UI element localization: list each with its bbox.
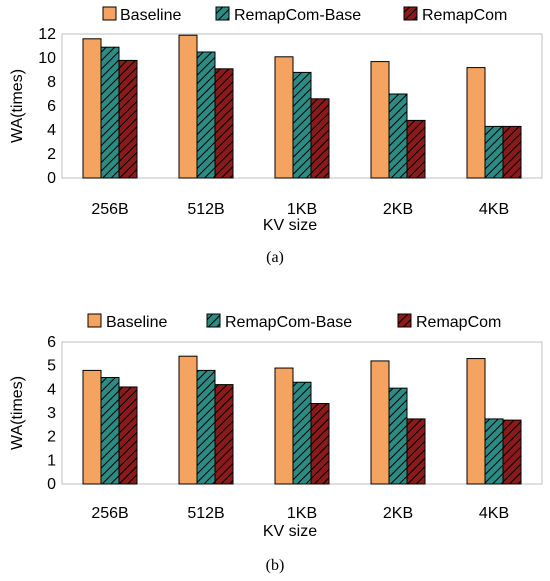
bar-baseline-4kb bbox=[466, 358, 486, 485]
legend-item-remapcom: RemapCom bbox=[397, 313, 501, 331]
bar-baseline-256b bbox=[82, 38, 102, 179]
legend-swatch bbox=[403, 6, 418, 21]
legend-item-baseline: Baseline bbox=[87, 313, 167, 331]
bar-remapcom-4kb bbox=[502, 419, 522, 485]
x-tick-label: 256B bbox=[91, 505, 128, 522]
bar-remapcom-base-512b bbox=[196, 51, 216, 179]
bar-remapcom-base-4kb bbox=[484, 418, 504, 485]
y-tick-label: 1 bbox=[47, 452, 56, 469]
bar-remapcom-base-2kb bbox=[388, 387, 408, 485]
bar-baseline-1kb bbox=[274, 367, 294, 485]
chart-panel-a: 0 2 4 6 8 10 12 WA(times) 256B 512B 1KB 2KB 4KB KV si… bbox=[9, 6, 543, 266]
y-tick-label: 0 bbox=[47, 476, 56, 493]
bar-remapcom-base-1kb bbox=[292, 381, 312, 485]
y-tick-label: 6 bbox=[47, 334, 56, 351]
y-tick-label: 4 bbox=[47, 381, 56, 398]
legend-swatch bbox=[397, 313, 412, 328]
legend-item-baseline: Baseline bbox=[102, 6, 181, 24]
x-tick-label: 512B bbox=[187, 505, 224, 522]
legend-label: RemapCom bbox=[422, 7, 507, 24]
bar-remapcom-4kb bbox=[502, 125, 522, 179]
x-tick-label: 512B bbox=[187, 201, 224, 218]
legend-swatch bbox=[87, 313, 102, 328]
bar-remapcom-1kb bbox=[310, 98, 330, 179]
legend-item-remapcom-base: RemapCom-Base bbox=[206, 313, 352, 331]
bar-baseline-2kb bbox=[370, 360, 390, 485]
y-tick-label: 0 bbox=[47, 170, 56, 187]
x-tick-label: 4KB bbox=[479, 505, 509, 522]
legend-label: Baseline bbox=[106, 314, 167, 331]
y-axis-title: WA(times) bbox=[9, 69, 26, 143]
x-tick-label: 1KB bbox=[287, 505, 317, 522]
bar-remapcom-base-512b bbox=[196, 369, 216, 485]
x-tick-label: 2KB bbox=[383, 505, 413, 522]
bar-baseline-512b bbox=[178, 34, 198, 179]
x-axis-title: KV size bbox=[263, 523, 317, 540]
bar-baseline-1kb bbox=[274, 56, 294, 179]
legend-item-remapcom-base: RemapCom-Base bbox=[215, 6, 361, 24]
bar-remapcom-256b bbox=[118, 59, 138, 179]
chart-panel-b: 0 1 2 3 4 5 6 WA(times) 256B 512B 1KB 2KB 4KB KV size… bbox=[9, 313, 543, 574]
y-tick-label: 8 bbox=[47, 74, 56, 91]
y-tick-label: 2 bbox=[47, 146, 56, 163]
legend-swatch bbox=[206, 313, 221, 328]
x-tick-label: 4KB bbox=[479, 201, 509, 218]
x-axis-title: KV size bbox=[263, 217, 317, 234]
bar-remapcom-base-2kb bbox=[388, 93, 408, 179]
bar-baseline-4kb bbox=[466, 67, 486, 179]
bar-remapcom-base-256b bbox=[100, 377, 120, 485]
x-tick-label: 2KB bbox=[383, 201, 413, 218]
bar-remapcom-256b bbox=[118, 386, 138, 485]
legend-item-remapcom: RemapCom bbox=[403, 6, 507, 24]
legend-swatch bbox=[102, 6, 117, 21]
y-tick-label: 2 bbox=[47, 429, 56, 446]
bar-baseline-256b bbox=[82, 369, 102, 485]
y-tick-label: 4 bbox=[47, 122, 56, 139]
bar-remapcom-base-256b bbox=[100, 46, 120, 179]
y-tick-label: 10 bbox=[38, 50, 56, 67]
y-axis-title: WA(times) bbox=[9, 376, 26, 450]
y-tick-label: 3 bbox=[47, 405, 56, 422]
y-tick-label: 5 bbox=[47, 358, 56, 375]
bar-remapcom-2kb bbox=[406, 119, 426, 179]
bar-remapcom-512b bbox=[214, 384, 234, 485]
bar-baseline-2kb bbox=[370, 61, 390, 179]
legend-label: RemapCom-Base bbox=[234, 7, 361, 24]
bar-remapcom-2kb bbox=[406, 418, 426, 485]
bar-remapcom-512b bbox=[214, 68, 234, 179]
legend-label: Baseline bbox=[120, 7, 181, 24]
x-tick-label: 1KB bbox=[287, 201, 317, 218]
bar-remapcom-1kb bbox=[310, 403, 330, 485]
legend-swatch bbox=[215, 6, 230, 21]
figure-caption: (b) bbox=[266, 557, 285, 574]
legend-label: RemapCom-Base bbox=[225, 314, 352, 331]
bar-remapcom-base-1kb bbox=[292, 71, 312, 179]
y-tick-label: 6 bbox=[47, 98, 56, 115]
legend-label: RemapCom bbox=[416, 314, 501, 331]
bar-baseline-512b bbox=[178, 355, 198, 485]
y-tick-label: 12 bbox=[38, 26, 56, 43]
x-tick-label: 256B bbox=[91, 201, 128, 218]
bar-remapcom-base-4kb bbox=[484, 125, 504, 179]
figure-caption: (a) bbox=[266, 249, 284, 266]
